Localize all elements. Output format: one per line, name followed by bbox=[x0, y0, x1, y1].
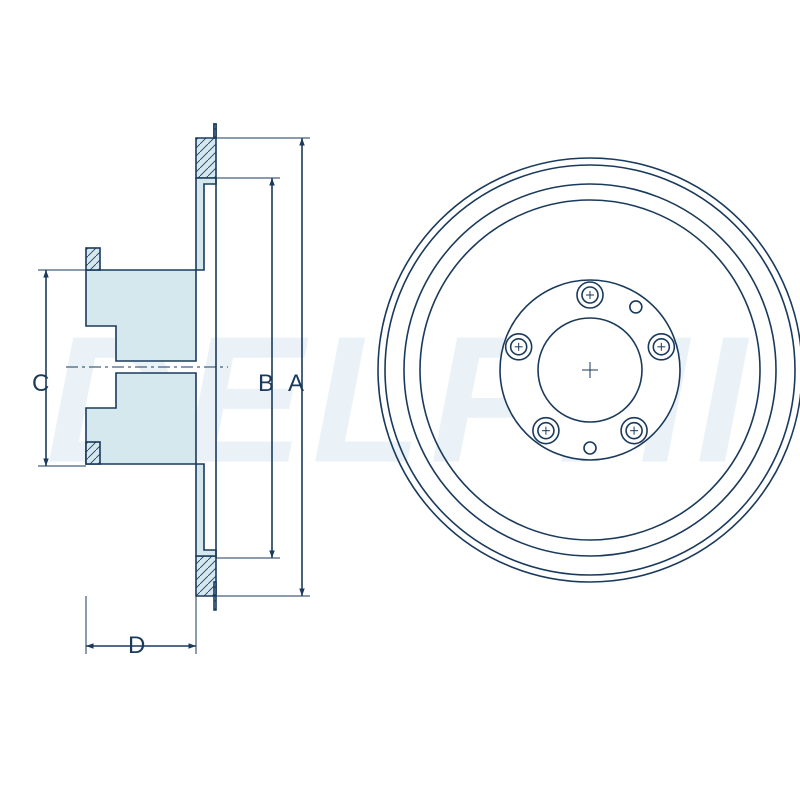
drawing-svg bbox=[0, 0, 800, 800]
dim-label-d: D bbox=[128, 632, 145, 660]
dim-label-c: C bbox=[32, 370, 49, 398]
dim-label-b: B bbox=[258, 370, 274, 398]
dim-label-a: A bbox=[288, 370, 304, 398]
technical-drawing: A B C D bbox=[0, 0, 800, 800]
